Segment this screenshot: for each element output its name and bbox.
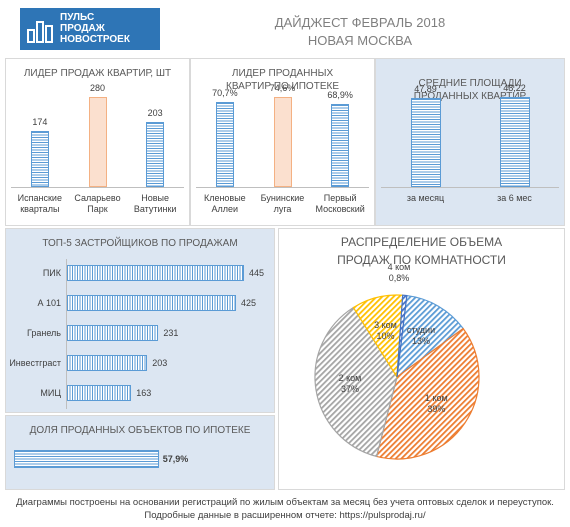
y-tick-label: Гранель [27,328,61,338]
y-tick-label: А 101 [37,298,61,308]
axis-line [11,187,184,188]
bar [66,325,159,341]
x-tick-label: Саларьево Парк [74,193,121,214]
value-label: 203 [147,107,163,118]
logo-text: ПУЛЬС [60,12,95,23]
value-label: 163 [136,388,152,398]
pie-chart [314,294,480,460]
bar [66,385,132,401]
logo-text: НОВОСТРОЕК [60,34,130,45]
y-tick-label: Инвестграст [9,358,61,368]
bar [273,97,292,187]
slice-value: 37% [340,384,359,395]
chart-title: ТОП-5 ЗАСТРОЙЩИКОВ ПО ПРОДАЖАМ [42,238,238,249]
value-label: 57,9% [162,454,189,464]
pie-slice [375,327,480,460]
value-label: 47,89 [414,83,437,94]
panel: ЛИДЕР ПРОДАЖ КВАРТИР, ШТ 174 Испанские ква… [5,58,190,226]
bar [66,355,148,371]
bar [88,97,107,187]
value-label: 174 [32,117,48,128]
logo-text: ПРОДАЖ [60,23,105,34]
value-label: 231 [163,328,179,338]
x-tick-label: Первый Московский [315,193,365,214]
axis-line [381,187,559,188]
slice-value: 0,8% [388,273,410,283]
footer-text: Подробные данные в расширенном отчете: h… [144,510,426,521]
slice-value: 10% [376,330,395,341]
value-label: 445 [249,268,265,278]
axis-line [196,187,369,188]
x-tick-label: Кленовые Аллеи [203,193,246,214]
panel: СРЕДНИЕ ПЛОЩАДИ ПРОДАННЫХ КВАРТИР 47,89 за… [375,58,565,226]
bar [331,103,350,187]
logo-icon [27,21,53,43]
slice-label: студии [406,324,436,335]
bar [30,131,49,187]
y-tick-label: МИЦ [40,388,61,398]
slice-value: 13% [411,335,430,346]
value-label: 425 [241,298,257,308]
bar [499,97,530,187]
bar [146,121,165,187]
x-tick-label: Новые Ватутинки [133,193,177,214]
title: ДАЙДЖЕСТ ФЕВРАЛЬ 2018 [274,15,446,30]
panel: РАСПРЕДЕЛЕНИЕ ОБЪЕМА ПРОДАЖ ПО КОМНАТНОС… [278,228,565,490]
x-tick-label: Бунинские луга [260,193,305,214]
slice-label: 3 ком [374,319,397,330]
subtitle: НОВАЯ МОСКВА [307,33,413,48]
slice-label: 4 ком [387,262,411,272]
bar [410,97,441,187]
chart-title: ДОЛЯ ПРОДАННЫХ ОБЪЕКТОВ ПО ИПОТЕКЕ [29,425,251,436]
chart-title: СРЕДНИЕ ПЛОЩАДИ ПРОДАННЫХ КВАРТИР [413,78,527,102]
value-label: 48,22 [503,83,526,93]
value-label: 280 [89,83,106,93]
chart-title: ЛИДЕР ПРОДАННЫХ КВАРТИР ПО ИПОТЕКЕ [226,68,339,92]
bar [66,295,236,311]
panel: ТОП-5 ЗАСТРОЙЩИКОВ ПО ПРОДАЖАМ ПИК 445 А 10… [5,228,275,413]
value-label: 68,9% [327,89,353,100]
x-tick-label: Испанские кварталы [17,193,62,214]
slice-label: 2 ком [338,373,362,384]
bar [66,265,244,281]
bar [14,450,159,468]
panel: ДОЛЯ ПРОДАННЫХ ОБЪЕКТОВ ПО ИПОТЕКЕ 57,9% [5,415,275,490]
slice-value: 39% [427,403,446,414]
slice-label: 1 ком [425,392,448,403]
value-label: 74,6% [269,83,296,93]
chart-title: ЛИДЕР ПРОДАЖ КВАРТИР, ШТ [23,68,172,79]
axis-line [66,259,67,409]
pie-slice [396,294,464,379]
pie-slice [396,294,408,378]
chart-title: РАСПРЕДЕЛЕНИЕ ОБЪЕМА ПРОДАЖ ПО КОМНАТНОС… [337,235,506,267]
x-tick-label: за месяц [406,193,445,203]
bar [215,101,234,187]
x-tick-label: за 6 мес [497,193,532,203]
value-label: 203 [152,358,168,368]
footer-text: Диаграммы построены на основании регистр… [16,497,554,508]
logo: ПУЛЬС ПРОДАЖ НОВОСТРОЕК [20,8,160,50]
panel: ЛИДЕР ПРОДАННЫХ КВАРТИР ПО ИПОТЕКЕ 70,7% К… [190,58,375,226]
value-label: 70,7% [212,87,238,98]
y-tick-label: ПИК [42,268,61,278]
